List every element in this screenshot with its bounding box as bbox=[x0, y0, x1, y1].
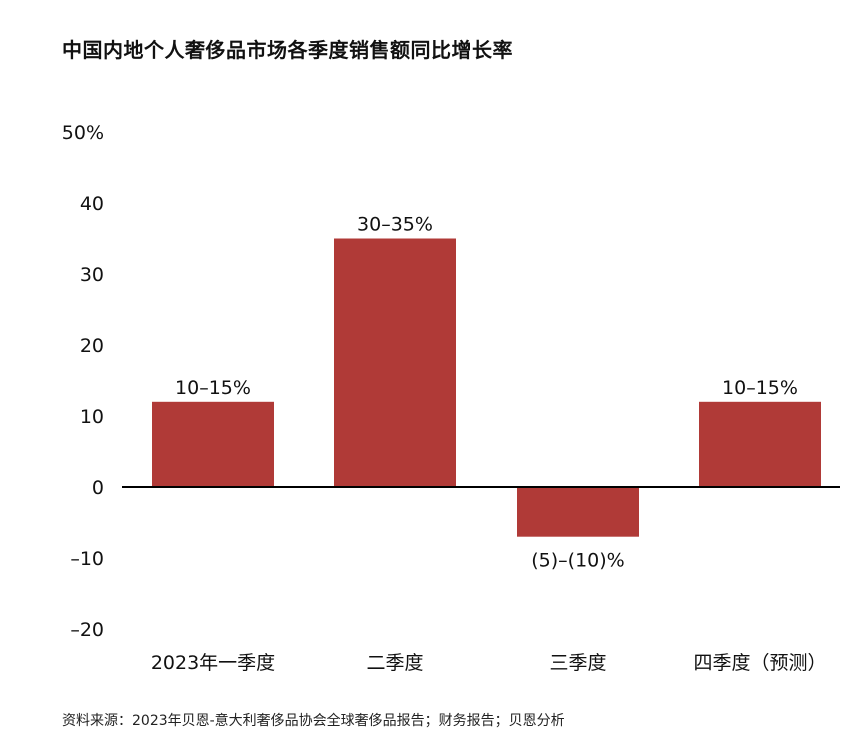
y-axis-ticks: 50% 40 30 20 10 0 –10 –20 bbox=[62, 122, 104, 641]
y-tick-label: 40 bbox=[80, 193, 104, 215]
y-tick-label: 20 bbox=[80, 335, 104, 357]
bar bbox=[152, 401, 274, 487]
data-label: 10–15% bbox=[175, 377, 251, 399]
bar bbox=[517, 487, 639, 537]
bar bbox=[334, 238, 456, 487]
chart-title: 中国内地个人奢侈品市场各季度销售额同比增长率 bbox=[62, 38, 513, 62]
category-label: 四季度（预测） bbox=[693, 652, 826, 674]
data-label: 10–15% bbox=[722, 377, 798, 399]
category-label: 2023年一季度 bbox=[151, 652, 275, 674]
y-tick-label: 50% bbox=[62, 122, 104, 144]
y-tick-label: 0 bbox=[92, 477, 104, 499]
category-label: 三季度 bbox=[549, 652, 606, 674]
y-tick-label: 30 bbox=[80, 264, 104, 286]
category-label: 二季度 bbox=[366, 652, 423, 674]
data-label: (5)–(10)% bbox=[531, 550, 624, 572]
data-labels: 10–15% 30–35% (5)–(10)% 10–15% bbox=[175, 214, 798, 572]
bar-chart: 50% 40 30 20 10 0 –10 –20 10–15% 30–35% (5)–(10)%… bbox=[62, 122, 840, 674]
data-label: 30–35% bbox=[357, 214, 433, 236]
y-tick-label: –20 bbox=[70, 619, 104, 641]
y-tick-label: –10 bbox=[70, 548, 104, 570]
y-tick-label: 10 bbox=[80, 406, 104, 428]
source-note: 资料来源：2023年贝恩-意大利奢侈品协会全球奢侈品报告；财务报告；贝恩分析 bbox=[62, 713, 565, 729]
bar bbox=[699, 401, 821, 487]
category-labels: 2023年一季度 二季度 三季度 四季度（预测） bbox=[151, 652, 827, 674]
bars bbox=[152, 238, 821, 537]
